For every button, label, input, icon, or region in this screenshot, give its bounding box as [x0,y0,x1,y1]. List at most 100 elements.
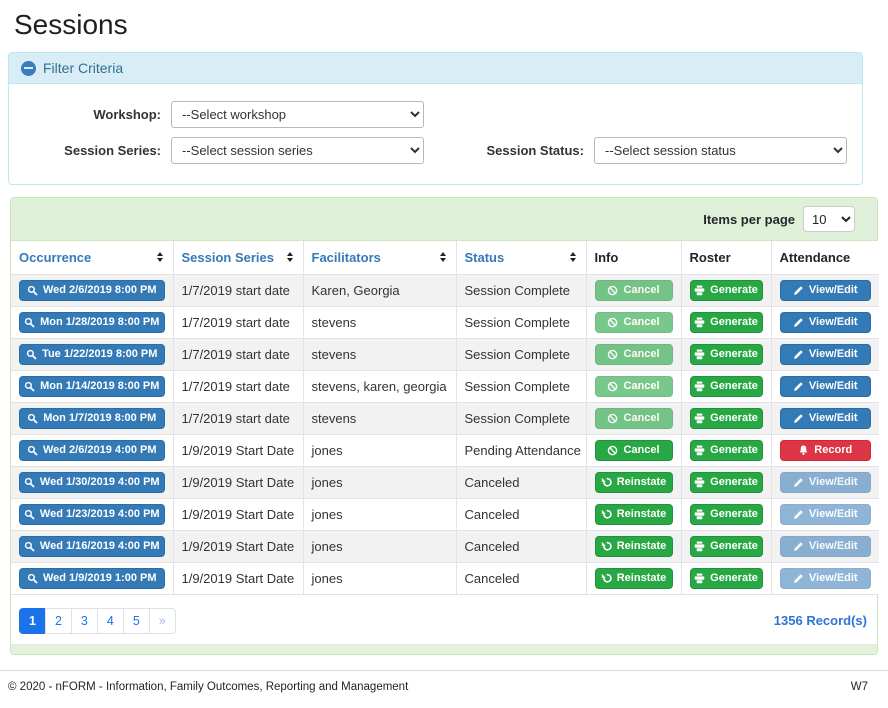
wed-1-16-2019-4-00-pm-button[interactable]: Wed 1/16/2019 4:00 PM [19,535,165,557]
facilitators-cell: jones [303,466,457,499]
minus-circle-icon [21,60,36,76]
view-edit-button[interactable]: View/Edit [779,535,871,557]
column-header-status[interactable]: Status [456,241,587,275]
table-row: Tue 1/22/2019 8:00 PM 1/7/2019 start date… [11,338,879,371]
wed-1-30-2019-4-00-pm-button[interactable]: Wed 1/30/2019 4:00 PM [19,471,165,493]
occurrence-cell: Mon 1/14/2019 8:00 PM [11,370,174,403]
info-cell: Reinstate [586,562,682,595]
reinstate-button[interactable]: Reinstate [594,471,673,493]
sort-icon[interactable] [568,250,578,264]
generate-button[interactable]: Generate [689,439,763,461]
occurrence-cell: Wed 1/30/2019 4:00 PM [11,466,174,499]
page-button-4[interactable]: 4 [96,607,124,634]
sessions-table: Occurrence Session Series Facilitators Stat… [11,241,879,595]
view-edit-button[interactable]: View/Edit [779,407,871,429]
record-button[interactable]: Record [779,439,871,461]
view-edit-button[interactable]: View/Edit [779,471,871,493]
generate-button[interactable]: Generate [689,535,763,557]
cancel-button[interactable]: Cancel [594,375,673,397]
mon-1-14-2019-8-00-pm-button[interactable]: Mon 1/14/2019 8:00 PM [19,375,165,397]
filter-criteria-body: Workshop: --Select workshop Session Seri… [9,84,862,184]
view-edit-button[interactable]: View/Edit [779,343,871,365]
cancel-button[interactable]: Cancel [594,343,673,365]
mon-1-28-2019-8-00-pm-button[interactable]: Mon 1/28/2019 8:00 PM [19,311,165,333]
undo-icon [601,477,612,488]
button-label: Wed 1/16/2019 4:00 PM [39,539,160,552]
table-row: Wed 1/9/2019 1:00 PM 1/9/2019 Start Date j… [11,562,879,595]
view-edit-button[interactable]: View/Edit [779,503,871,525]
printer-icon [694,285,705,296]
undo-icon [601,509,612,520]
view-edit-button[interactable]: View/Edit [779,311,871,333]
occurrence-cell: Tue 1/22/2019 8:00 PM [11,338,174,371]
button-label: Mon 1/14/2019 8:00 PM [40,379,160,392]
attendance-cell: View/Edit [771,466,879,499]
wed-1-23-2019-4-00-pm-button[interactable]: Wed 1/23/2019 4:00 PM [19,503,165,525]
attendance-cell: View/Edit [771,370,879,403]
generate-button[interactable]: Generate [689,503,763,525]
generate-button[interactable]: Generate [689,375,763,397]
cancel-button[interactable]: Cancel [594,311,673,333]
session-series-select[interactable]: --Select session series [171,137,424,164]
cancel-button[interactable]: Cancel [594,439,673,461]
button-label: View/Edit [808,379,858,392]
page-button-5[interactable]: 5 [122,607,150,634]
button-label: Wed 1/30/2019 4:00 PM [39,475,160,488]
wed-1-9-2019-1-00-pm-button[interactable]: Wed 1/9/2019 1:00 PM [19,567,165,589]
info-cell: Cancel [586,370,682,403]
reinstate-button[interactable]: Reinstate [594,567,673,589]
wed-2-6-2019-4-00-pm-button[interactable]: Wed 2/6/2019 4:00 PM [19,439,165,461]
roster-cell: Generate [681,530,772,563]
session-status-select[interactable]: --Select session status [594,137,847,164]
table-row: Mon 1/28/2019 8:00 PM 1/7/2019 start date… [11,306,879,339]
status-cell: Session Complete [456,306,587,339]
sessions-table-panel: Items per page 10 Occurrence Session Seri… [10,197,879,655]
page-next-button[interactable]: » [148,607,176,634]
column-header-facilitators[interactable]: Facilitators [303,241,457,275]
button-label: View/Edit [808,571,858,584]
column-header-occurrence[interactable]: Occurrence [11,241,174,275]
generate-button[interactable]: Generate [689,407,763,429]
bell-icon [798,444,809,456]
session-series-cell: 1/7/2019 start date [173,306,304,339]
generate-button[interactable]: Generate [689,311,763,333]
facilitators-cell: jones [303,530,457,563]
attendance-cell: View/Edit [771,338,879,371]
view-edit-button[interactable]: View/Edit [779,567,871,589]
page-button-1[interactable]: 1 [19,607,46,634]
generate-button[interactable]: Generate [689,343,763,365]
view-edit-button[interactable]: View/Edit [779,375,871,397]
generate-button[interactable]: Generate [689,471,763,493]
printer-icon [694,509,705,520]
occurrence-cell: Wed 1/16/2019 4:00 PM [11,530,174,563]
page-button-3[interactable]: 3 [70,607,98,634]
generate-button[interactable]: Generate [689,567,763,589]
cancel-button[interactable]: Cancel [594,407,673,429]
sort-icon[interactable] [155,250,165,264]
pencil-icon [793,413,804,424]
search-icon [24,541,35,552]
column-header-session-series[interactable]: Session Series [173,241,304,275]
roster-cell: Generate [681,562,772,595]
mon-1-7-2019-8-00-pm-button[interactable]: Mon 1/7/2019 8:00 PM [19,407,165,429]
button-label: View/Edit [808,315,858,328]
generate-button[interactable]: Generate [689,279,763,301]
button-label: Cancel [623,379,660,392]
button-label: Mon 1/7/2019 8:00 PM [43,411,157,424]
reinstate-button[interactable]: Reinstate [594,503,673,525]
workshop-select[interactable]: --Select workshop [171,101,424,128]
sort-icon[interactable] [438,250,448,264]
items-per-page-select[interactable]: 10 [803,206,855,232]
page-button-2[interactable]: 2 [44,607,72,634]
info-cell: Reinstate [586,466,682,499]
tue-1-22-2019-8-00-pm-button[interactable]: Tue 1/22/2019 8:00 PM [19,343,165,365]
sort-icon[interactable] [285,250,295,264]
column-header-roster: Roster [681,241,772,275]
cancel-button[interactable]: Cancel [594,279,673,301]
wed-2-6-2019-8-00-pm-button[interactable]: Wed 2/6/2019 8:00 PM [19,279,165,301]
filter-criteria-header[interactable]: Filter Criteria [9,53,862,84]
reinstate-button[interactable]: Reinstate [594,535,673,557]
occurrence-cell: Wed 2/6/2019 4:00 PM [11,434,174,467]
view-edit-button[interactable]: View/Edit [779,279,871,301]
roster-cell: Generate [681,434,772,467]
